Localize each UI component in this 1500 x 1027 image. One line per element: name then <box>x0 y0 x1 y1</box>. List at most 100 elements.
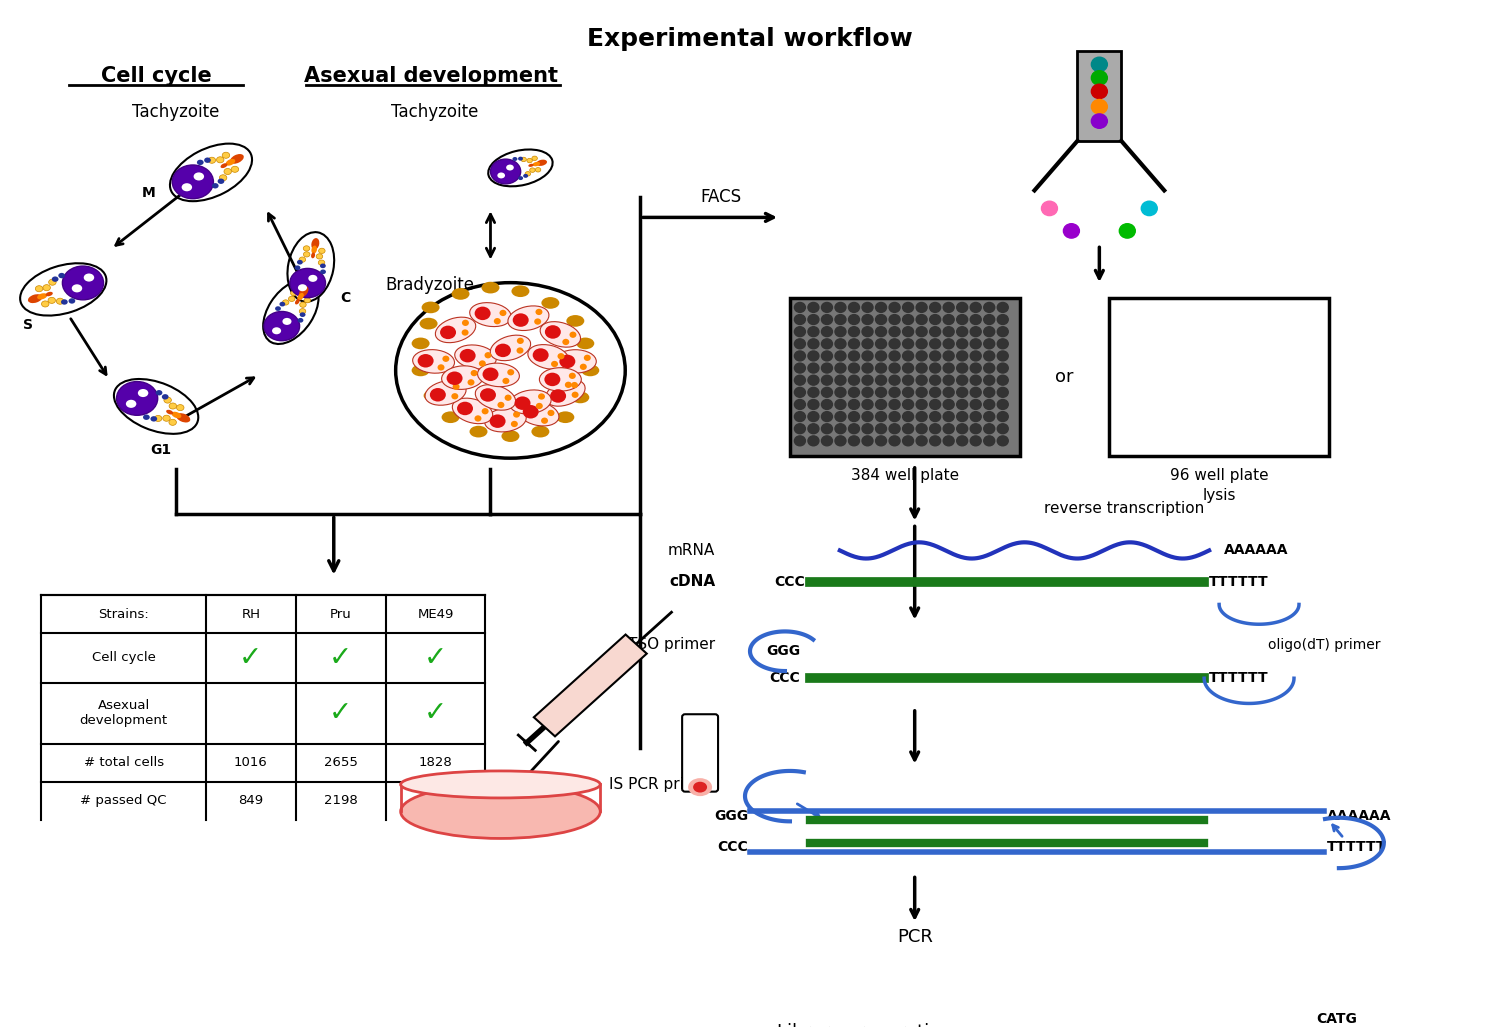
Circle shape <box>862 303 873 312</box>
Circle shape <box>957 400 968 410</box>
Ellipse shape <box>220 163 228 168</box>
Text: RH: RH <box>242 608 261 621</box>
Circle shape <box>1113 320 1130 335</box>
Circle shape <box>1266 302 1282 316</box>
Text: lysis: lysis <box>1203 488 1236 503</box>
Circle shape <box>916 339 927 349</box>
Circle shape <box>970 400 981 410</box>
Circle shape <box>1142 201 1156 216</box>
Circle shape <box>1148 302 1164 316</box>
Circle shape <box>903 327 914 337</box>
Ellipse shape <box>542 297 560 309</box>
Ellipse shape <box>560 354 576 368</box>
Circle shape <box>944 400 954 410</box>
Ellipse shape <box>318 249 326 254</box>
Ellipse shape <box>570 332 576 338</box>
Circle shape <box>822 339 833 349</box>
Circle shape <box>1164 429 1180 444</box>
Circle shape <box>862 412 873 421</box>
Ellipse shape <box>462 319 470 326</box>
Text: Strains:: Strains: <box>99 608 148 621</box>
Circle shape <box>903 314 914 325</box>
Circle shape <box>957 387 968 397</box>
Ellipse shape <box>534 318 542 325</box>
Text: or: or <box>1054 368 1074 386</box>
Circle shape <box>970 327 981 337</box>
Ellipse shape <box>562 339 570 345</box>
Ellipse shape <box>231 166 238 173</box>
Ellipse shape <box>513 157 517 161</box>
Circle shape <box>1198 429 1215 444</box>
Circle shape <box>1064 224 1080 238</box>
Ellipse shape <box>309 275 318 281</box>
Circle shape <box>876 387 886 397</box>
Ellipse shape <box>282 318 291 325</box>
Text: CCC: CCC <box>770 672 800 685</box>
Ellipse shape <box>477 364 519 387</box>
Text: ✓: ✓ <box>424 644 447 672</box>
Ellipse shape <box>320 264 326 268</box>
Text: C: C <box>340 292 351 305</box>
Ellipse shape <box>470 303 512 327</box>
Circle shape <box>862 339 873 349</box>
Circle shape <box>808 339 819 349</box>
Circle shape <box>970 364 981 373</box>
Circle shape <box>836 424 846 433</box>
Circle shape <box>957 412 968 421</box>
Ellipse shape <box>522 405 538 419</box>
Circle shape <box>1284 302 1299 316</box>
Circle shape <box>957 351 968 360</box>
Text: M: M <box>142 186 156 200</box>
Circle shape <box>795 303 806 312</box>
Text: oligo(dT) primer: oligo(dT) primer <box>1268 638 1380 652</box>
Ellipse shape <box>471 370 477 376</box>
Text: Bradyzoite: Bradyzoite <box>386 276 474 294</box>
Ellipse shape <box>45 292 53 296</box>
Circle shape <box>836 412 846 421</box>
Circle shape <box>849 400 859 410</box>
Circle shape <box>795 424 806 433</box>
Circle shape <box>984 364 994 373</box>
Ellipse shape <box>28 294 42 303</box>
Circle shape <box>876 327 886 337</box>
Circle shape <box>930 400 940 410</box>
Circle shape <box>1182 429 1197 444</box>
Ellipse shape <box>170 419 177 425</box>
Text: Cell cycle: Cell cycle <box>92 651 156 664</box>
Circle shape <box>984 303 994 312</box>
Circle shape <box>822 314 833 325</box>
Circle shape <box>1284 392 1299 407</box>
Text: 1016: 1016 <box>234 756 268 769</box>
Ellipse shape <box>166 410 172 415</box>
Ellipse shape <box>264 311 300 341</box>
Circle shape <box>876 303 886 312</box>
Circle shape <box>795 400 806 410</box>
Circle shape <box>822 364 833 373</box>
FancyBboxPatch shape <box>1077 51 1122 141</box>
Text: Asexual
development: Asexual development <box>80 699 168 727</box>
Circle shape <box>1148 429 1164 444</box>
Circle shape <box>1198 320 1215 335</box>
Ellipse shape <box>537 159 548 166</box>
Circle shape <box>998 412 1008 421</box>
Ellipse shape <box>542 418 548 424</box>
Circle shape <box>1250 429 1266 444</box>
Ellipse shape <box>300 312 306 317</box>
Circle shape <box>1284 411 1299 425</box>
FancyBboxPatch shape <box>1257 1003 1416 1027</box>
Circle shape <box>849 364 859 373</box>
Circle shape <box>890 375 900 385</box>
Ellipse shape <box>452 393 459 400</box>
Circle shape <box>1148 338 1164 352</box>
Ellipse shape <box>38 294 46 300</box>
Circle shape <box>944 375 954 385</box>
Ellipse shape <box>524 174 528 178</box>
Circle shape <box>795 375 806 385</box>
Circle shape <box>1233 375 1248 389</box>
Circle shape <box>890 387 900 397</box>
Circle shape <box>998 435 1008 446</box>
Circle shape <box>890 314 900 325</box>
Circle shape <box>957 364 968 373</box>
Circle shape <box>903 400 914 410</box>
Ellipse shape <box>312 238 320 250</box>
